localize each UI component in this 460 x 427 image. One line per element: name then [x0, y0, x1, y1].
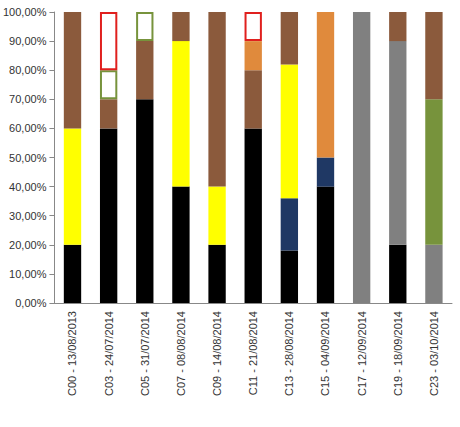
svg-text:40,00%: 40,00%	[9, 181, 47, 193]
svg-text:100,00%: 100,00%	[3, 6, 47, 18]
svg-text:60,00%: 60,00%	[9, 122, 47, 134]
svg-text:C19 - 18/09/2014: C19 - 18/09/2014	[392, 311, 404, 396]
svg-text:80,00%: 80,00%	[9, 64, 47, 76]
svg-text:C05 - 31/07/2014: C05 - 31/07/2014	[139, 311, 151, 396]
svg-text:C17 - 12/09/2014: C17 - 12/09/2014	[356, 311, 368, 396]
svg-text:20,00%: 20,00%	[9, 239, 47, 251]
svg-text:C09 - 14/08/2014: C09 - 14/08/2014	[211, 311, 223, 396]
svg-text:C03 - 24/07/2014: C03 - 24/07/2014	[103, 311, 115, 396]
svg-text:C23 - 03/10/2014: C23 - 03/10/2014	[428, 311, 440, 396]
svg-text:C00 - 13/08/2013: C00 - 13/08/2013	[66, 311, 78, 396]
svg-text:C13 - 28/08/2014: C13 - 28/08/2014	[283, 311, 295, 396]
svg-text:0,00%: 0,00%	[15, 297, 46, 309]
svg-text:70,00%: 70,00%	[9, 93, 47, 105]
svg-text:90,00%: 90,00%	[9, 35, 47, 47]
svg-text:C11 - 21/08/2014: C11 - 21/08/2014	[247, 311, 259, 395]
svg-text:C15 - 04/09/2014: C15 - 04/09/2014	[319, 311, 331, 396]
svg-text:50,00%: 50,00%	[9, 152, 47, 164]
svg-text:30,00%: 30,00%	[9, 210, 47, 222]
svg-text:10,00%: 10,00%	[9, 268, 47, 280]
svg-text:C07 - 08/08/2014: C07 - 08/08/2014	[175, 311, 187, 396]
